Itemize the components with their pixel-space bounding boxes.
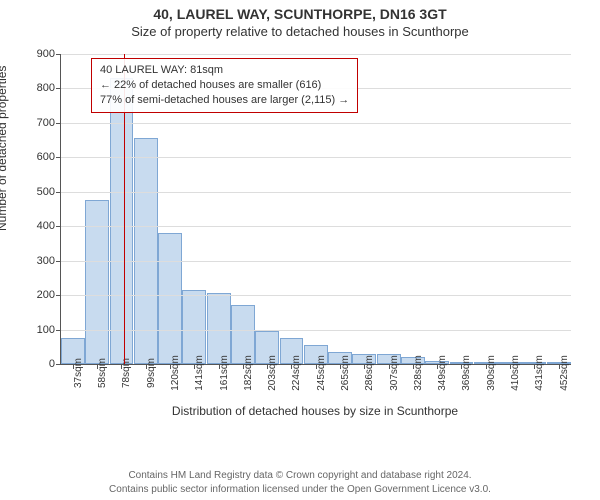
plot-region: 010020030040050060070080090037sqm58sqm78… [60,54,571,365]
x-tick-label: 328sqm [413,349,424,391]
x-tick-label: 99sqm [146,352,157,388]
y-tick-mark [56,330,61,331]
histogram-bar [85,200,109,364]
y-tick-label: 0 [49,358,55,370]
x-tick-label: 286sqm [364,349,375,391]
footer-attribution: Contains HM Land Registry data © Crown c… [0,469,600,496]
annotation-line: 77% of semi-detached houses are larger (… [100,93,349,108]
grid-line [61,226,571,227]
y-tick-label: 300 [37,255,55,267]
x-tick-label: 58sqm [97,352,108,388]
histogram-bar [158,233,182,364]
y-tick-mark [56,261,61,262]
x-tick-label: 203sqm [267,349,278,391]
y-tick-label: 500 [37,186,55,198]
grid-line [61,123,571,124]
x-tick-label: 431sqm [534,349,545,391]
x-tick-label: 161sqm [219,349,230,391]
y-tick-mark [56,364,61,365]
x-tick-label: 120sqm [170,349,181,391]
y-tick-mark [56,192,61,193]
annotation-box: 40 LAUREL WAY: 81sqm← 22% of detached ho… [91,58,358,113]
x-axis-label: Distribution of detached houses by size … [60,404,570,418]
x-tick-label: 78sqm [121,352,132,388]
y-tick-mark [56,123,61,124]
x-tick-label: 224sqm [291,349,302,391]
footer-line-2: Contains public sector information licen… [0,483,600,497]
chart-area: Number of detached properties 0100200300… [0,46,600,416]
y-tick-label: 400 [37,220,55,232]
grid-line [61,261,571,262]
y-tick-label: 900 [37,48,55,60]
histogram-bar [110,78,134,364]
y-tick-mark [56,54,61,55]
x-tick-label: 349sqm [437,349,448,391]
x-tick-label: 410sqm [510,349,521,391]
annotation-line: ← 22% of detached houses are smaller (61… [100,78,349,93]
annotation-line: 40 LAUREL WAY: 81sqm [100,63,349,78]
page-subtitle: Size of property relative to detached ho… [0,22,600,39]
x-tick-label: 390sqm [486,349,497,391]
grid-line [61,54,571,55]
x-tick-label: 265sqm [340,349,351,391]
footer-line-1: Contains HM Land Registry data © Crown c… [0,469,600,483]
y-tick-label: 100 [37,324,55,336]
y-tick-mark [56,157,61,158]
y-tick-label: 700 [37,117,55,129]
y-tick-label: 200 [37,289,55,301]
x-tick-label: 307sqm [389,349,400,391]
grid-line [61,157,571,158]
x-tick-label: 369sqm [461,349,472,391]
grid-line [61,192,571,193]
y-axis-label: Number of detached properties [0,66,9,231]
x-tick-label: 141sqm [194,349,205,391]
x-tick-label: 37sqm [73,352,84,388]
y-tick-mark [56,226,61,227]
grid-line [61,295,571,296]
x-tick-label: 245sqm [316,349,327,391]
y-tick-mark [56,88,61,89]
y-tick-mark [56,295,61,296]
x-tick-label: 182sqm [243,349,254,391]
grid-line [61,330,571,331]
x-tick-label: 452sqm [559,349,570,391]
y-tick-label: 600 [37,151,55,163]
y-tick-label: 800 [37,82,55,94]
page-title: 40, LAUREL WAY, SCUNTHORPE, DN16 3GT [0,0,600,22]
